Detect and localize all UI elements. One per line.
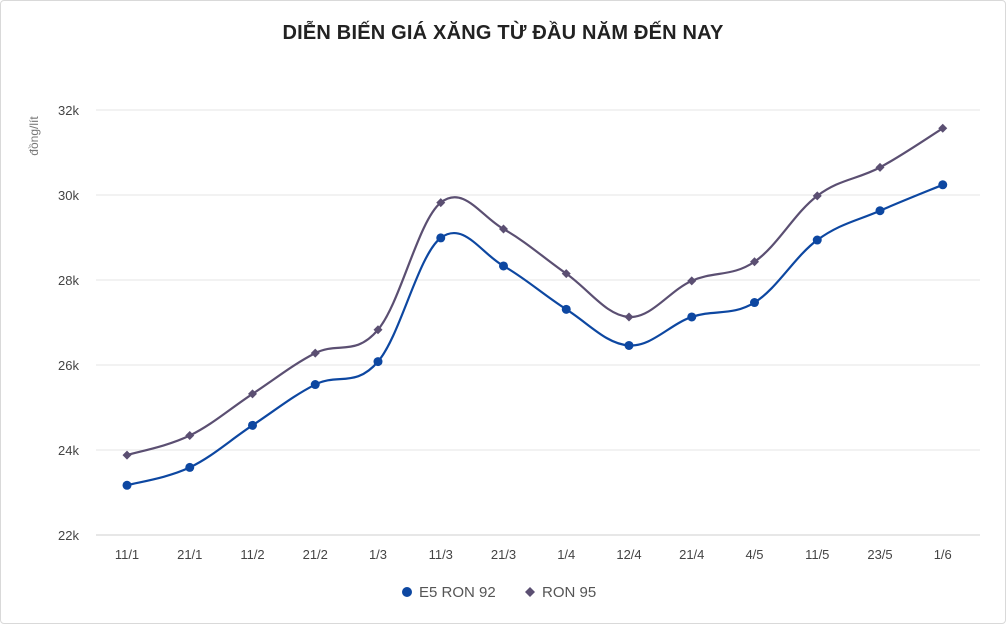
data-point: [938, 180, 948, 190]
data-point: [687, 312, 697, 322]
x-tick-label: 21/2: [303, 547, 328, 562]
y-tick-label: 22k: [58, 528, 79, 543]
data-point: [373, 325, 383, 335]
x-tick-label: 23/5: [867, 547, 892, 562]
x-tick-label: 1/4: [557, 547, 575, 562]
y-tick-label: 26k: [58, 358, 79, 373]
data-point: [373, 357, 383, 367]
x-tick-label: 11/2: [240, 547, 264, 562]
data-point: [875, 162, 885, 172]
data-point: [122, 480, 132, 490]
data-point: [812, 191, 822, 201]
data-point: [499, 261, 508, 271]
legend-marker: [402, 587, 412, 597]
data-point: [310, 380, 320, 390]
data-point: [122, 450, 132, 460]
x-tick-label: 21/1: [177, 547, 202, 562]
y-tick-label: 32k: [58, 103, 79, 118]
data-point: [624, 340, 634, 350]
x-tick-label: 12/4: [616, 547, 641, 562]
data-point: [561, 304, 571, 314]
data-point: [436, 198, 446, 208]
data-point: [624, 312, 634, 322]
y-tick-label: 24k: [58, 443, 79, 458]
series-line-1: [126, 127, 944, 457]
data-point: [248, 420, 257, 430]
data-point: [938, 123, 948, 133]
y-axis-label: đồng/lít: [27, 116, 41, 156]
data-point: [436, 233, 446, 243]
data-point: [875, 206, 885, 216]
data-point: [687, 276, 697, 286]
data-point: [310, 348, 320, 358]
data-point: [812, 235, 822, 245]
legend-label: RON 95: [542, 584, 596, 601]
data-point: [750, 257, 759, 267]
x-tick-label: 21/4: [679, 547, 704, 562]
data-point: [248, 389, 257, 399]
data-point: [561, 269, 571, 279]
data-point: [499, 224, 508, 234]
legend-marker: [525, 587, 535, 597]
y-tick-label: 28k: [58, 273, 79, 288]
data-point: [750, 298, 759, 308]
series-line-0: [126, 183, 944, 487]
data-point: [185, 462, 195, 472]
data-point: [185, 431, 195, 441]
x-tick-label: 1/6: [934, 547, 952, 562]
legend-label: E5 RON 92: [419, 584, 496, 601]
x-tick-label: 11/1: [115, 547, 139, 562]
x-tick-label: 11/3: [429, 547, 453, 562]
x-tick-label: 1/3: [369, 547, 387, 562]
y-tick-label: 30k: [58, 188, 79, 203]
x-tick-label: 21/3: [491, 547, 516, 562]
chart-title: DIỄN BIẾN GIÁ XĂNG TỪ ĐẦU NĂM ĐẾN NAY: [282, 22, 724, 44]
x-tick-label: 11/5: [805, 547, 829, 562]
x-tick-label: 4/5: [745, 547, 763, 562]
